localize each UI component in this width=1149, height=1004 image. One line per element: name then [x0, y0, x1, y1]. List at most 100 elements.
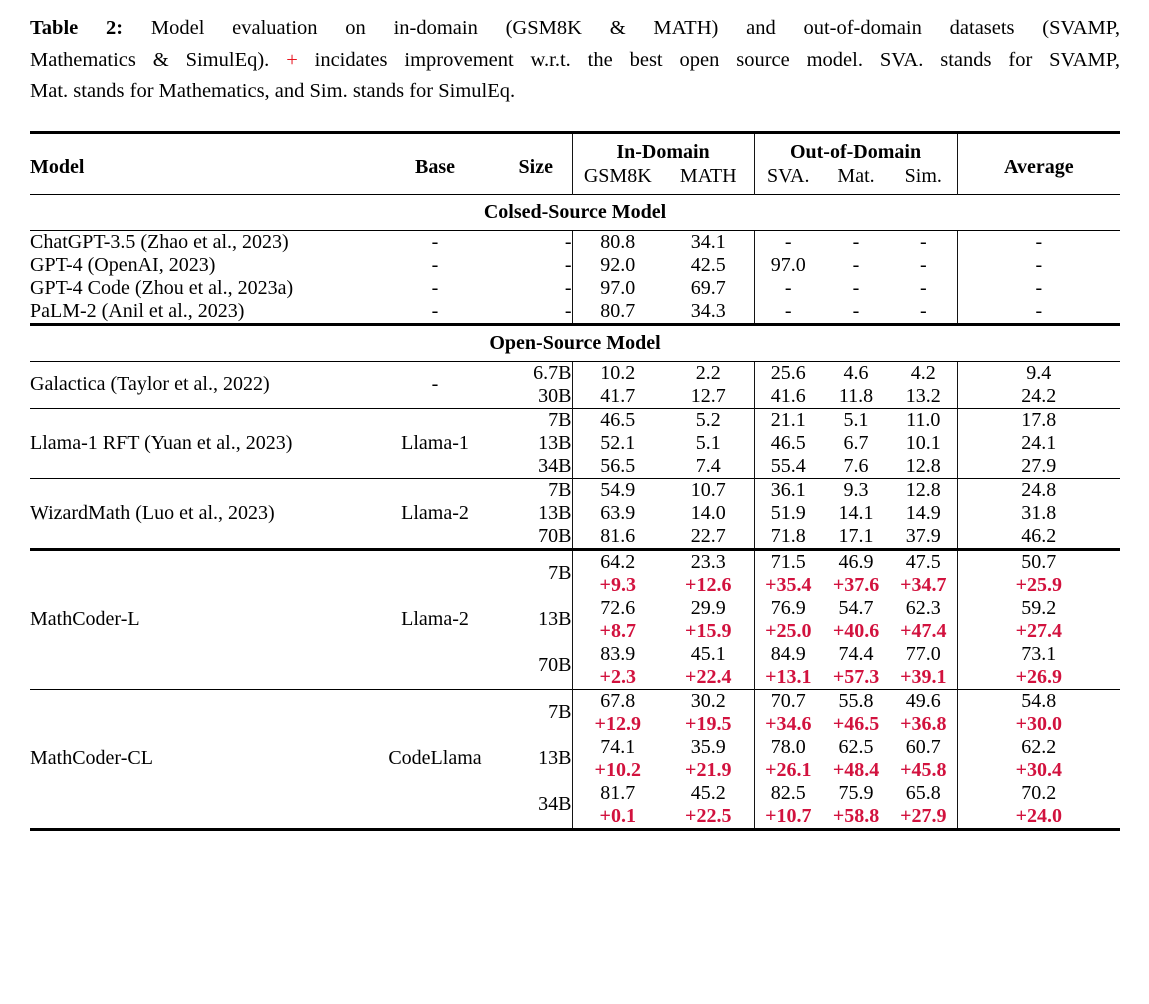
delta-row: +0.1 +22.5 +10.7 +58.8 +27.9 +24.0	[30, 804, 1121, 829]
table-row: 34B 81.7 45.2 82.5 75.9 65.8 70.2	[30, 781, 1121, 815]
table-caption: Table 2: Model evaluation on in-domain (…	[30, 13, 1120, 108]
delta-value: +0.1	[571, 804, 663, 829]
delta-value: +10.2	[571, 758, 663, 782]
metric-value: -	[919, 253, 927, 276]
metric-value: -	[852, 299, 860, 322]
delta-value: +30.0	[956, 712, 1121, 736]
model-size: 7B	[500, 477, 572, 502]
model-size: 13B	[538, 501, 572, 524]
table-row: 13B 72.6 29.9 76.9 54.7 62.3 59.2	[30, 596, 1121, 630]
metric-value: 97.0	[571, 276, 663, 300]
metric-value: 17.1	[838, 524, 874, 547]
model-name: MathCoder-CL	[30, 688, 370, 829]
delta-value: +47.4	[900, 619, 947, 642]
metric-value: -	[852, 253, 860, 276]
metric-value: 81.7	[571, 781, 663, 805]
metric-value: 71.5	[753, 547, 823, 574]
metric-value: -	[753, 299, 823, 324]
metric-value: 17.8	[956, 407, 1121, 432]
model-size: 13B	[538, 431, 572, 454]
metric-value: 41.6	[753, 384, 823, 408]
metric-value: 56.5	[571, 454, 663, 478]
table-row: ChatGPT-3.5 (Zhao et al., 2023) - -80.8 34.…	[30, 229, 1121, 254]
metric-value: 10.2	[571, 360, 663, 385]
metric-value: 75.9	[838, 781, 874, 804]
table-row: Galactica (Taylor et al., 2022) -6.7B 10.2…	[30, 360, 1121, 408]
metric-value: 80.7	[571, 299, 663, 324]
col-header-base: Base	[415, 155, 455, 178]
metric-value: 35.9	[690, 735, 726, 758]
model-size: 13B	[538, 747, 572, 769]
metric-value: 22.7	[690, 524, 726, 547]
metric-value: 6.7	[843, 431, 869, 454]
metric-value: 62.2	[956, 735, 1121, 759]
model-size: 6.7B	[500, 360, 572, 385]
delta-value: +37.6	[832, 573, 880, 596]
metric-value: 37.9	[905, 524, 941, 547]
table-row: 13B 63.9 14.0 51.9 14.1 14.9 31.8	[30, 501, 1121, 525]
metric-value: 51.9	[753, 501, 823, 525]
metric-value: 9.3	[822, 477, 891, 502]
base-model: -	[370, 229, 500, 254]
metric-value: 34.1	[663, 229, 755, 254]
table-row: 34B 56.5 7.4 55.4 7.6 12.8 27.9	[30, 454, 1121, 478]
metric-value: 82.5	[753, 781, 823, 805]
metric-value: 7.6	[843, 454, 869, 477]
paper-page: Table 2: Model evaluation on in-domain (…	[0, 13, 1149, 1004]
base-model: -	[370, 360, 500, 408]
col-header-size: Size	[518, 155, 553, 178]
delta-value: +40.6	[832, 619, 880, 642]
section-title-row: Colsed-Source Model	[30, 193, 1121, 230]
table-row: 30B 41.7 12.7 41.6 11.8 13.2 24.2	[30, 384, 1121, 408]
metric-value: 11.0	[890, 407, 958, 432]
model-size: 30B	[538, 384, 572, 407]
metric-value: 64.2	[571, 547, 663, 574]
metric-value: -	[890, 229, 958, 254]
delta-value: +22.4	[685, 665, 732, 688]
delta-value: +2.3	[571, 665, 663, 689]
model-size: -	[500, 229, 572, 254]
model-size: -	[564, 253, 572, 276]
metric-value: 55.4	[753, 454, 823, 478]
table-row: WizardMath (Luo et al., 2023) Llama-2 7B 54…	[30, 477, 1121, 549]
metric-value: 2.2	[663, 360, 755, 385]
delta-value: +15.9	[685, 619, 732, 642]
col-header-sva: SVA.	[753, 163, 823, 194]
delta-value: +21.9	[685, 758, 732, 781]
base-model: Llama-2	[370, 477, 500, 549]
metric-value: 46.5	[571, 407, 663, 432]
metric-value: 97.0	[753, 253, 823, 277]
metric-value: 74.1	[571, 735, 663, 759]
section-title-row: Open-Source Model	[30, 322, 1121, 361]
base-model: Llama-2	[370, 547, 500, 689]
metric-value: 52.1	[571, 431, 663, 455]
caption-label: Table 2:	[30, 17, 124, 39]
metric-value: 63.9	[571, 501, 663, 525]
metric-value: 14.9	[905, 501, 941, 524]
metric-value: 70.7	[753, 688, 823, 713]
model-size: 7B	[500, 688, 572, 736]
delta-value: +9.3	[571, 573, 663, 597]
model-name: MathCoder-L	[30, 547, 370, 689]
model-size: 34B	[538, 454, 572, 477]
delta-value: +25.9	[956, 573, 1121, 597]
metric-value: 21.1	[753, 407, 823, 432]
metric-value: 73.1	[956, 642, 1121, 666]
delta-value: +45.8	[900, 758, 947, 781]
table-row: Llama-1 RFT (Yuan et al., 2023) Llama-1 7B…	[30, 407, 1121, 478]
metric-value: 67.8	[571, 688, 663, 713]
metric-value: 23.3	[663, 547, 755, 574]
delta-value: +27.9	[900, 804, 947, 827]
table-row: GPT-4 (OpenAI, 2023) - -92.0 42.5 97.0- - -	[30, 253, 1121, 277]
col-header-sim: Sim.	[904, 164, 942, 187]
metric-value: -	[852, 276, 860, 299]
metric-value: -	[956, 253, 1121, 277]
metric-value: 29.9	[690, 596, 726, 619]
table-row: 13B 52.1 5.1 46.5 6.7 10.1 24.1	[30, 431, 1121, 455]
delta-row: +2.3 +22.4 +13.1 +57.3 +39.1 +26.9	[30, 665, 1121, 689]
model-name: PaLM-2 (Anil et al., 2023)	[30, 299, 245, 322]
metric-value: 4.6	[822, 360, 891, 385]
table-body: Colsed-Source Model ChatGPT-3.5 (Zhao et …	[30, 193, 1121, 829]
metric-value: 54.8	[956, 688, 1121, 713]
metric-value: 55.8	[822, 688, 891, 713]
